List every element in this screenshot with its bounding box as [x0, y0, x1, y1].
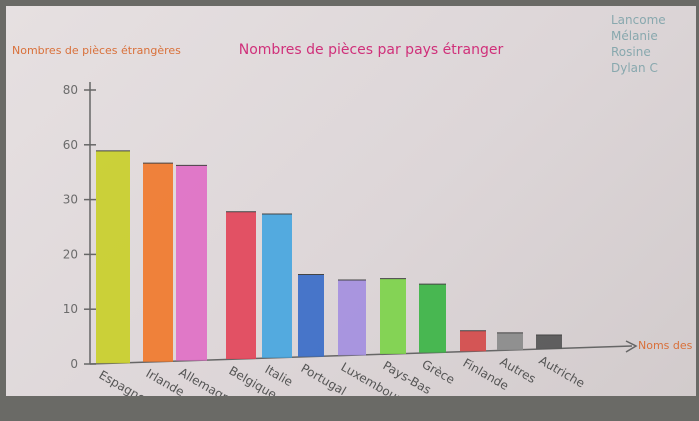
y-tick-label: 0 [70, 357, 78, 371]
author-name: Lancome [611, 13, 666, 27]
bar [338, 279, 366, 356]
y-tick-label: 80 [63, 83, 78, 97]
poster: Nombres de pièces par pays étranger Nomb… [6, 6, 696, 396]
y-tick-label: 60 [63, 138, 78, 152]
bar [380, 278, 406, 354]
bar [143, 163, 173, 362]
bar [497, 332, 523, 351]
authors-block: Lancome Mélanie Rosine Dylan C [611, 13, 666, 75]
chart-title: Nombres de pièces par pays étranger [239, 42, 504, 58]
bar [96, 150, 130, 364]
x-axis-arrow [625, 340, 638, 353]
author-name: Mélanie [611, 29, 658, 43]
author-name: Dylan C [611, 61, 658, 75]
bar [419, 284, 446, 353]
y-tick-label: 20 [63, 247, 78, 261]
bar-chart: Nombres de pièces par pays étranger Nomb… [12, 13, 696, 396]
bar [226, 211, 256, 359]
bar [262, 213, 292, 358]
x-category-label: Autriche [537, 353, 588, 390]
x-category-label: Espagne [97, 368, 149, 396]
bar [176, 165, 207, 361]
bar [460, 330, 486, 352]
bar [536, 335, 562, 349]
y-axis-label: Nombres de pièces étrangères [12, 44, 181, 57]
y-tick-label: 30 [63, 193, 78, 207]
bar [298, 274, 324, 357]
x-axis-label: Noms des pays [638, 339, 696, 352]
author-name: Rosine [611, 45, 651, 59]
y-tick-label: 10 [63, 302, 78, 316]
